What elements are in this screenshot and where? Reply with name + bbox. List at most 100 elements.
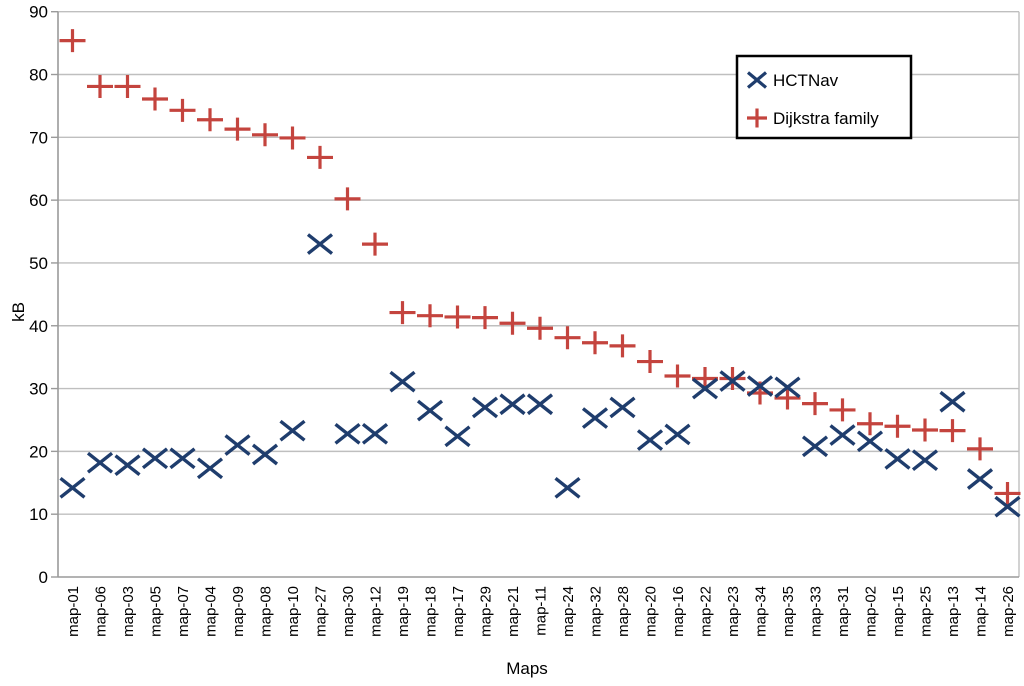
data-point-dijkstra-family <box>692 367 718 391</box>
x-tick-label: map-18 <box>423 586 440 637</box>
data-point-dijkstra-family <box>472 306 498 330</box>
data-point-hctnav <box>361 422 389 445</box>
gridlines <box>58 11 1020 577</box>
data-point-hctnav <box>774 376 801 399</box>
data-point-dijkstra-family <box>334 187 361 211</box>
data-point-dijkstra-family <box>114 74 141 98</box>
data-point-hctnav <box>526 393 554 416</box>
data-point-hctnav <box>746 375 774 397</box>
x-tick-label: map-22 <box>698 586 715 637</box>
data-point-dijkstra-family <box>802 392 828 416</box>
x-tick-label: map-20 <box>643 586 660 637</box>
x-tick-label: map-24 <box>560 586 577 637</box>
x-tick-label: map-29 <box>478 586 495 637</box>
data-point-hctnav <box>966 468 994 490</box>
y-axis-title: kB <box>9 302 28 322</box>
x-tick-label: map-33 <box>808 586 825 637</box>
x-tick-label: map-12 <box>368 586 385 637</box>
x-tick-label: map-16 <box>670 586 687 637</box>
data-point-hctnav <box>279 419 306 442</box>
x-tick-label: map-17 <box>450 586 467 637</box>
data-point-hctnav <box>581 407 609 429</box>
x-axis-title: Maps <box>506 659 548 678</box>
legend-marker-hctnav <box>746 71 768 89</box>
legend-box <box>735 54 913 140</box>
data-point-hctnav <box>499 393 526 416</box>
data-point-hctnav <box>994 495 1021 518</box>
x-tick-label: map-02 <box>863 586 880 637</box>
data-point-hctnav <box>939 390 966 413</box>
axes <box>51 11 1019 578</box>
x-tick-label: map-09 <box>230 586 247 637</box>
data-point-hctnav <box>801 435 829 458</box>
data-point-dijkstra-family <box>554 326 581 350</box>
data-point-dijkstra-family <box>939 419 966 443</box>
data-point-hctnav <box>444 425 471 448</box>
data-point-hctnav <box>609 396 636 419</box>
data-point-hctnav <box>86 451 114 474</box>
data-point-dijkstra-family <box>994 481 1021 505</box>
data-points <box>59 29 1021 518</box>
data-point-hctnav <box>719 370 746 392</box>
x-tick-label: map-21 <box>505 586 522 637</box>
x-tick-label: map-19 <box>395 586 412 637</box>
data-point-dijkstra-family <box>142 87 168 111</box>
data-point-dijkstra-family <box>197 108 223 132</box>
data-point-hctnav <box>334 422 361 445</box>
y-tick-label: 60 <box>29 191 48 210</box>
x-tick-label: map-31 <box>835 586 852 637</box>
y-tick-label: 80 <box>29 66 48 85</box>
y-tick-label: 30 <box>29 380 48 399</box>
y-tick-labels: 0 10 20 30 40 50 60 70 80 90 <box>29 3 48 587</box>
y-tick-label: 70 <box>29 128 48 147</box>
x-tick-label: map-30 <box>340 586 357 637</box>
legend-label-dijkstra: Dijkstra family <box>773 109 879 128</box>
x-tick-label: map-15 <box>890 586 907 637</box>
x-tick-label: map-27 <box>313 586 330 637</box>
data-point-dijkstra-family <box>417 304 443 328</box>
data-point-dijkstra-family <box>59 29 86 53</box>
data-point-hctnav <box>664 423 691 446</box>
data-point-hctnav <box>884 448 911 470</box>
x-tick-label: map-06 <box>93 586 110 637</box>
data-point-dijkstra-family <box>444 305 471 329</box>
y-tick-label: 90 <box>29 3 48 22</box>
data-point-dijkstra-family <box>857 412 883 436</box>
x-tick-label: map-14 <box>973 586 990 637</box>
y-tick-label: 50 <box>29 254 48 273</box>
data-point-hctnav <box>911 449 939 472</box>
x-tick-label: map-13 <box>945 586 962 637</box>
data-point-dijkstra-family <box>252 123 278 147</box>
data-point-hctnav <box>691 377 719 400</box>
data-point-dijkstra-family <box>362 232 388 256</box>
legend: HCTNav Dijkstra family <box>735 54 913 140</box>
legend-label-hctnav: HCTNav <box>773 71 839 90</box>
x-tick-label: map-28 <box>615 586 632 637</box>
x-tick-label: map-35 <box>780 586 797 637</box>
data-point-dijkstra-family <box>527 316 553 340</box>
x-tick-labels: map-01 map-06 map-03 map-05 map-07 map-04 map-… <box>65 586 1017 637</box>
data-point-dijkstra-family <box>582 331 608 355</box>
data-point-hctnav <box>141 447 169 470</box>
data-point-dijkstra-family <box>307 145 333 169</box>
data-point-hctnav <box>306 233 334 255</box>
x-tick-label: map-23 <box>725 586 742 637</box>
data-point-dijkstra-family <box>87 74 113 98</box>
data-point-dijkstra-family <box>664 364 691 388</box>
data-point-dijkstra-family <box>912 418 938 442</box>
y-tick-label: 0 <box>39 568 48 587</box>
data-point-dijkstra-family <box>279 126 306 150</box>
data-point-hctnav <box>114 454 141 477</box>
data-point-dijkstra-family <box>609 334 636 358</box>
data-point-hctnav <box>554 476 581 499</box>
data-point-dijkstra-family <box>774 386 801 410</box>
data-point-hctnav <box>196 457 224 480</box>
x-tick-label: map-34 <box>753 586 770 637</box>
y-tick-label: 10 <box>29 505 48 524</box>
data-point-dijkstra-family <box>719 367 746 391</box>
data-point-dijkstra-family <box>884 414 911 438</box>
x-tick-label: map-26 <box>1000 586 1017 637</box>
y-tick-label: 20 <box>29 442 48 461</box>
data-point-dijkstra-family <box>967 437 993 461</box>
